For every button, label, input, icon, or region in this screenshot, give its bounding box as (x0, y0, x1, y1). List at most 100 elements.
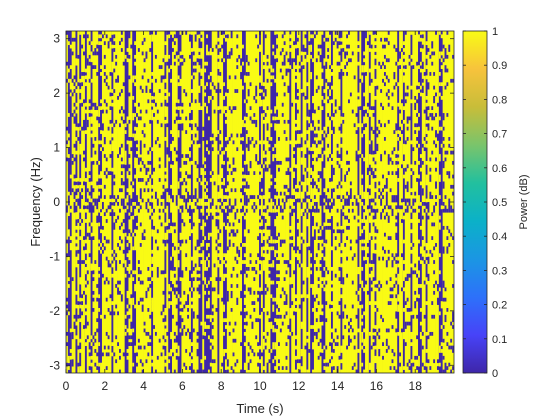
heatmap-cell (419, 331, 423, 336)
heatmap-cell (226, 34, 230, 39)
heatmap-cell (387, 205, 390, 210)
heatmap-cell (73, 174, 76, 179)
heatmap-cell (236, 65, 239, 69)
heatmap-column (359, 31, 362, 373)
heatmap-cell (251, 349, 254, 353)
heatmap-cell (344, 54, 347, 59)
heatmap-cell (173, 369, 177, 373)
heatmap-cell (71, 37, 74, 42)
heatmap-cell (238, 253, 241, 258)
heatmap-cell (319, 54, 322, 59)
heatmap-cell (313, 236, 317, 240)
heatmap-cell (448, 229, 451, 234)
heatmap-cell (368, 140, 372, 145)
heatmap-cell (105, 366, 108, 370)
heatmap-cell (287, 188, 290, 193)
heatmap-column (372, 31, 375, 373)
heatmap-cell (187, 195, 190, 199)
heatmap-cell (283, 277, 286, 282)
heatmap-cell (67, 113, 71, 117)
heatmap-cell (419, 37, 423, 42)
heatmap-cell (242, 137, 245, 141)
heatmap-column (177, 31, 180, 373)
heatmap-cell (440, 58, 443, 63)
heatmap-cell (120, 178, 124, 182)
heatmap-cell (310, 284, 313, 288)
heatmap-cell (321, 140, 324, 145)
heatmap-cell (321, 78, 324, 83)
heatmap-cell (395, 215, 398, 220)
heatmap-cell (262, 102, 266, 107)
heatmap-cell (395, 48, 398, 52)
heatmap-column-fill (359, 31, 362, 373)
heatmap-cell (209, 314, 213, 319)
heatmap-cell (200, 54, 203, 59)
heatmap-cell (260, 215, 264, 220)
heatmap-column-fill (71, 31, 74, 373)
heatmap-cell (444, 48, 447, 52)
heatmap-cell (433, 72, 436, 76)
heatmap-cell (194, 123, 197, 128)
heatmap-cell (327, 188, 330, 193)
heatmap-column-fill (389, 31, 392, 373)
heatmap-cell (353, 123, 356, 128)
heatmap-cell (181, 239, 184, 244)
heatmap-cell (296, 48, 300, 52)
heatmap-cell (332, 188, 336, 193)
heatmap-cell (255, 140, 258, 145)
heatmap-cell (219, 130, 222, 134)
heatmap-cell (185, 266, 188, 271)
heatmap-cell (397, 331, 400, 336)
heatmap-cell (132, 246, 135, 251)
heatmap-cell (344, 65, 347, 69)
heatmap-cell (130, 212, 133, 217)
heatmap-cell (228, 331, 232, 336)
heatmap-cell (368, 232, 372, 237)
heatmap-cell (249, 195, 252, 199)
heatmap-cell (353, 345, 356, 350)
heatmap-cell (84, 280, 88, 285)
heatmap-cell (177, 195, 180, 199)
heatmap-cell (103, 137, 107, 141)
heatmap-column (94, 31, 97, 373)
heatmap-cell (109, 119, 112, 124)
heatmap-column-fill (105, 31, 108, 373)
heatmap-cell (83, 260, 86, 264)
heatmap-cell (151, 113, 154, 117)
heatmap-cell (115, 284, 118, 288)
heatmap-column-fill (119, 31, 122, 373)
heatmap-cell (149, 314, 152, 319)
heatmap-cell (387, 119, 390, 124)
heatmap-cell (240, 369, 243, 373)
heatmap-cell (179, 31, 182, 35)
heatmap-cell (395, 328, 398, 333)
heatmap-cell (387, 102, 390, 107)
heatmap-cell (185, 331, 188, 336)
heatmap-cell (401, 99, 404, 104)
heatmap-cell (380, 215, 383, 220)
heatmap-cell (387, 58, 390, 63)
heatmap-cell (272, 157, 275, 162)
heatmap-cell (357, 266, 360, 271)
heatmap-cell (298, 369, 302, 373)
heatmap-cell (277, 232, 281, 237)
heatmap-cell (255, 270, 258, 275)
heatmap-cell (397, 263, 400, 268)
heatmap-cell (242, 123, 245, 128)
heatmap-cell (391, 106, 394, 111)
heatmap-cell (402, 143, 406, 148)
heatmap-cell (359, 78, 362, 83)
heatmap-cell (190, 202, 194, 206)
heatmap-cell (190, 75, 194, 80)
heatmap-cell (200, 198, 203, 203)
heatmap-column-fill (399, 31, 402, 373)
heatmap-cell (393, 284, 396, 288)
heatmap-cell (88, 191, 91, 196)
heatmap-cell (448, 205, 451, 210)
heatmap-cell (189, 277, 192, 282)
heatmap-cell (436, 287, 440, 292)
heatmap-cell (149, 174, 152, 179)
heatmap-cell (283, 314, 286, 319)
heatmap-cell (315, 266, 319, 271)
heatmap-cell (194, 195, 197, 199)
